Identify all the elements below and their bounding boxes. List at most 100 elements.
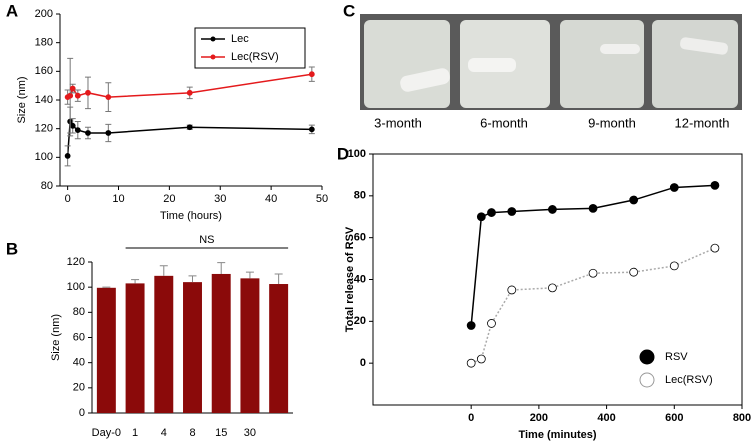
y-tick-label: 120	[35, 123, 53, 135]
point	[85, 130, 91, 136]
annotation: NS	[199, 234, 214, 246]
pellet	[468, 58, 516, 72]
point	[669, 261, 679, 271]
y-tick-label: 160	[35, 65, 53, 77]
pellet	[400, 68, 450, 92]
point	[487, 319, 496, 328]
bar	[269, 284, 289, 413]
panel-label: D	[337, 144, 349, 163]
point	[74, 127, 81, 134]
x-tick-label: 15	[215, 427, 227, 439]
x-tick-label: 0	[468, 412, 474, 424]
legend-label: Lec(RSV)	[231, 51, 279, 63]
point	[67, 92, 74, 99]
y-axis-label: Size (nm)	[50, 314, 62, 361]
legend-marker	[210, 36, 216, 42]
bar	[211, 273, 231, 413]
point	[476, 212, 486, 222]
y-tick-label: 20	[354, 315, 366, 327]
point	[629, 267, 639, 277]
y-tick-label: 40	[354, 273, 366, 285]
error-bar	[159, 265, 168, 276]
point	[629, 195, 639, 205]
point	[548, 283, 557, 293]
x-tick-label: 1	[132, 427, 138, 439]
x-tick-label: 0	[65, 193, 71, 205]
x-axis-label: Time (hours)	[160, 210, 222, 222]
point	[466, 321, 476, 330]
x-tick-label: 40	[265, 193, 277, 205]
point	[710, 180, 720, 190]
x-tick-label: 30	[214, 193, 226, 205]
point	[588, 203, 598, 213]
point	[69, 122, 76, 129]
x-tick-label: 8	[189, 427, 195, 439]
bar	[125, 283, 145, 413]
y-tick-label: 100	[67, 281, 85, 293]
x-tick-label: 20	[163, 193, 175, 205]
y-axis-label: Total release of RSV	[344, 226, 356, 332]
y-tick-label: 80	[354, 190, 366, 202]
x-tick-label: 200	[530, 412, 548, 424]
point	[186, 89, 193, 96]
error-bar	[245, 271, 254, 279]
point	[105, 94, 112, 101]
x-tick-label: 400	[597, 412, 615, 424]
point	[710, 243, 720, 253]
error-bar	[188, 275, 197, 283]
point	[69, 85, 76, 92]
point	[548, 205, 557, 214]
pellet	[680, 37, 728, 55]
pellet	[600, 44, 640, 54]
panel-label: A	[6, 1, 18, 20]
y-tick-label: 40	[73, 357, 85, 369]
point	[588, 268, 598, 278]
panel-label: C	[343, 1, 355, 20]
point	[507, 207, 517, 216]
legend-label: RSV	[665, 351, 688, 363]
photo-panel: C 3-month 6-month 9-month 12-month	[343, 1, 742, 130]
point	[476, 354, 486, 364]
y-tick-label: 200	[35, 8, 53, 20]
point	[507, 285, 517, 295]
jar	[364, 20, 450, 108]
point	[487, 208, 496, 217]
bar	[240, 278, 260, 413]
point	[466, 358, 476, 368]
point	[186, 124, 193, 131]
y-tick-label: 60	[354, 232, 366, 244]
y-tick-label: 80	[41, 180, 53, 192]
y-tick-label: 20	[73, 382, 85, 394]
legend-label: Lec(RSV)	[665, 374, 713, 386]
plot-frame	[372, 153, 743, 406]
caption: 3-month	[374, 115, 422, 130]
error-bar	[102, 286, 111, 288]
point	[105, 130, 112, 136]
caption: 9-month	[588, 115, 636, 130]
caption: 12-month	[675, 115, 730, 130]
x-tick-label: 600	[665, 412, 683, 424]
y-tick-label: 100	[348, 148, 366, 160]
legend-box	[194, 27, 306, 69]
error-bar	[274, 273, 283, 285]
error-bar	[131, 279, 140, 284]
x-tick-label: 4	[161, 427, 167, 439]
bar	[183, 282, 202, 413]
jar	[560, 20, 644, 108]
caption: 6-month	[480, 115, 528, 130]
y-tick-label: 0	[360, 357, 366, 369]
x-tick-label: 10	[112, 193, 124, 205]
y-tick-label: 60	[73, 331, 85, 343]
point	[74, 92, 81, 99]
bar	[154, 275, 174, 413]
error-bar	[217, 262, 226, 274]
y-axis-label: Size (nm)	[16, 76, 28, 123]
y-tick-label: 140	[35, 94, 53, 106]
legend-marker	[639, 349, 655, 365]
point	[308, 71, 315, 78]
point	[64, 152, 71, 159]
legend-marker	[639, 372, 655, 388]
y-tick-label: 80	[73, 306, 85, 318]
x-tick-label: 800	[733, 412, 751, 424]
